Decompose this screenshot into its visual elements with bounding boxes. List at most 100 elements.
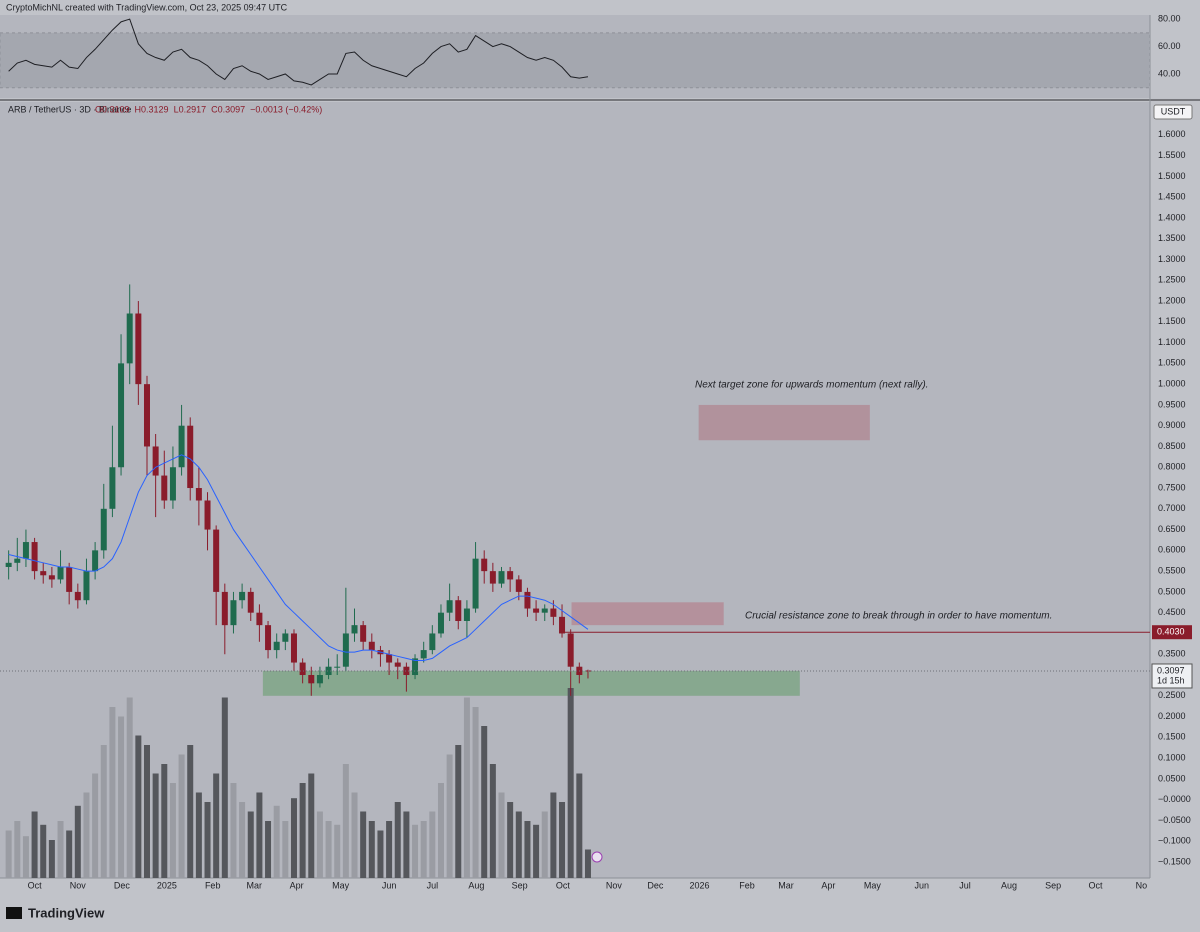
candle-body (109, 467, 116, 509)
volume-bar (239, 802, 246, 878)
volume-bar (412, 824, 419, 878)
volume-bar (515, 811, 522, 878)
volume-bar (143, 745, 150, 878)
volume-bar (118, 716, 125, 878)
volume-bar (446, 754, 453, 878)
y-tick-label: 0.0500 (1158, 773, 1186, 783)
candle-body (74, 591, 81, 601)
rsi-line (8, 18, 589, 86)
volume-bar (481, 726, 488, 878)
x-tick-label: Jun (382, 880, 397, 890)
candle-body (290, 633, 297, 663)
volume-bar (290, 798, 297, 878)
x-tick-label: Nov (606, 880, 623, 890)
candle-body (247, 591, 254, 613)
y-tick-label: 0.1000 (1158, 752, 1186, 762)
x-tick-label: Feb (205, 880, 221, 890)
candle-body (195, 488, 202, 501)
y-tick-label: 0.2500 (1158, 690, 1186, 700)
volume-bar (230, 783, 237, 878)
logo-icon (6, 907, 22, 919)
candle-body (282, 633, 289, 642)
zone (262, 670, 800, 696)
y-tick-label: 0.6000 (1158, 545, 1186, 555)
candle-body (507, 571, 514, 580)
x-tick-label: Aug (1001, 880, 1017, 890)
candle-body (584, 670, 591, 672)
volume-bar (31, 811, 38, 878)
x-tick-label: Sep (512, 880, 528, 890)
candle-body (559, 616, 566, 634)
volume-bar (204, 802, 211, 878)
ohlc-readout: O0.3109 (95, 104, 130, 114)
y-tick-label: 0.1500 (1158, 732, 1186, 742)
candle-body (57, 566, 64, 580)
volume-bar (265, 821, 272, 878)
candle-body (169, 467, 176, 501)
candle-body (429, 633, 436, 651)
y-tick-label: 1.3500 (1158, 233, 1186, 243)
x-tick-label: Jun (914, 880, 929, 890)
volume-bar (360, 811, 367, 878)
ohlc-readout: H0.3129 (135, 104, 169, 114)
volume-bar (66, 830, 73, 878)
volume-bar (161, 764, 168, 878)
candle-body (420, 650, 427, 659)
event-icon[interactable] (591, 851, 603, 863)
volume-bar (342, 764, 349, 878)
volume-bar (273, 805, 280, 878)
candle-body (100, 508, 107, 551)
annotation: Next target zone for upwards momentum (n… (695, 380, 928, 391)
candle-body (5, 562, 12, 567)
symbol: ARB / TetherUS · 3D · Binance (8, 104, 131, 114)
volume-bar (377, 830, 384, 878)
y-tick-label: 0.6500 (1158, 524, 1186, 534)
y-tick-label: 1.2000 (1158, 295, 1186, 305)
volume-bar (135, 735, 142, 878)
candle-body (221, 591, 228, 626)
x-tick-label: Mar (778, 880, 794, 890)
ohlc-readout: −0.0013 (−0.42%) (250, 104, 322, 114)
candle-body (325, 666, 332, 676)
candle-body (161, 475, 168, 501)
candle-body (135, 313, 142, 385)
ohlc-readout: C0.3097 (211, 104, 245, 114)
x-tick-label: Oct (28, 880, 43, 890)
candle-body (360, 625, 367, 642)
candle-body (299, 662, 306, 676)
x-tick-label: 2025 (157, 880, 177, 890)
candle-body (118, 363, 125, 468)
x-tick-label: Oct (556, 880, 571, 890)
volume-bar (57, 821, 64, 878)
level-badge (1152, 625, 1192, 640)
volume-bar (187, 745, 194, 878)
volume-bar (437, 783, 444, 878)
volume-bar (92, 773, 99, 878)
y-tick-label: 1.1500 (1158, 316, 1186, 326)
x-tick-label: Mar (246, 880, 262, 890)
volume-bar (100, 745, 107, 878)
y-tick-label: 1.6000 (1158, 129, 1186, 139)
x-tick-label: Oct (1089, 880, 1104, 890)
y-tick-label: 0.8000 (1158, 462, 1186, 472)
candle-body (394, 662, 401, 667)
candle-body (256, 612, 263, 626)
volume-bar (325, 821, 332, 878)
volume-bar (472, 707, 479, 878)
last-price: 0.3097 (1157, 665, 1185, 675)
volume-bar (368, 821, 375, 878)
candle-body (92, 550, 99, 572)
candle-body (334, 666, 341, 668)
candle-body (386, 654, 393, 663)
candle-body (463, 608, 470, 621)
volume-bar (386, 821, 393, 878)
candle-body (541, 608, 548, 613)
volume-bar (541, 811, 548, 878)
candle-body (31, 542, 38, 572)
candle-body (368, 641, 375, 651)
y-tick-label: 1.5000 (1158, 171, 1186, 181)
y-tick-label: −0.0500 (1158, 815, 1191, 825)
volume-bar (74, 805, 81, 878)
rsi-tick-label: 60.00 (1158, 41, 1181, 51)
countdown: 1d 15h (1157, 675, 1185, 685)
